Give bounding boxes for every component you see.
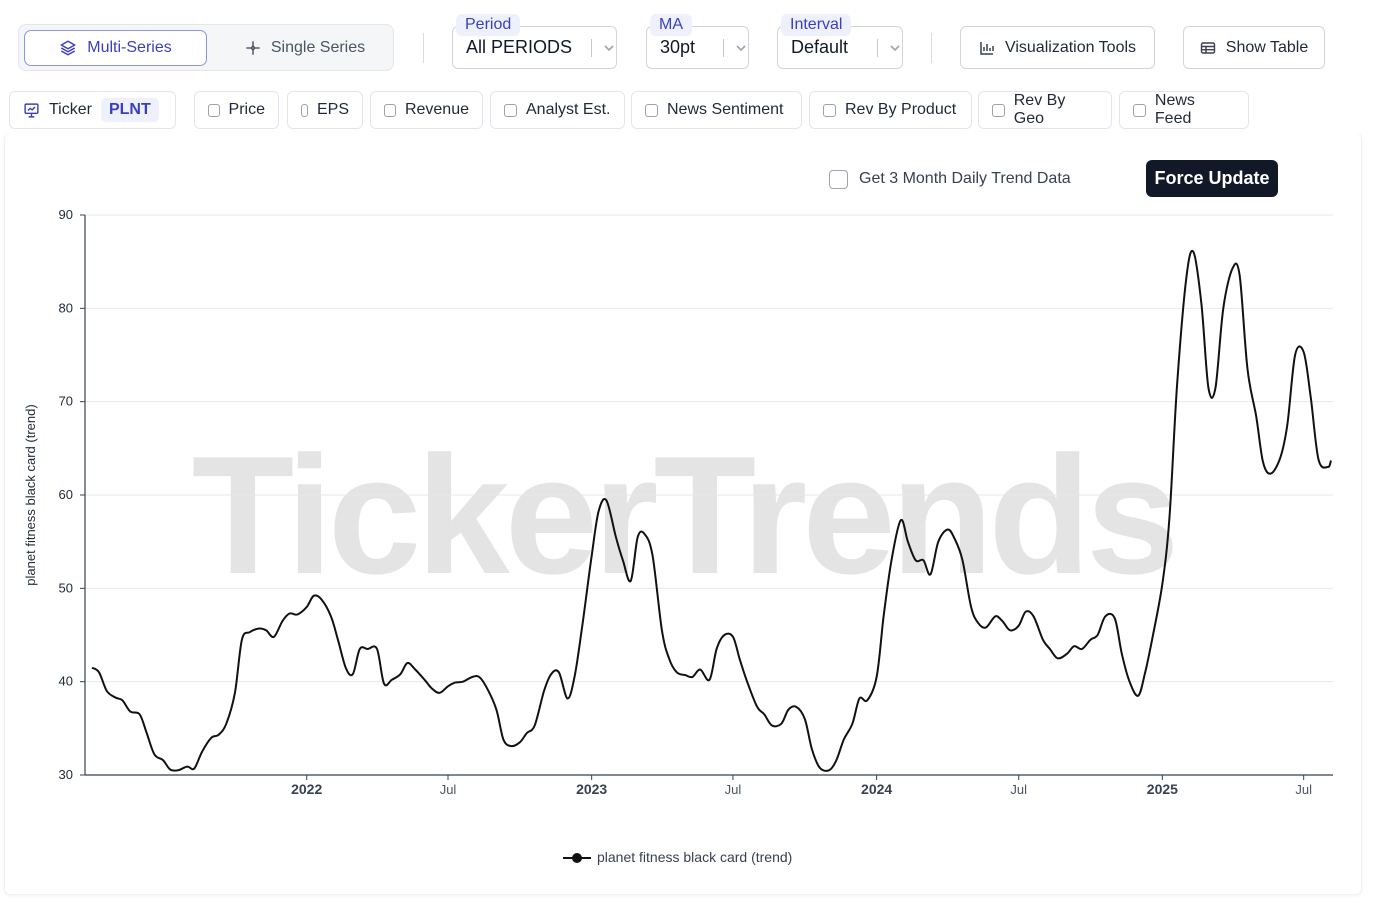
- y-axis-ticks: 30 40 50 60 70 80 90: [59, 207, 85, 782]
- x-tick-label: 2023: [576, 781, 607, 797]
- table-icon: [1200, 41, 1215, 54]
- toggle-label: Rev By Product: [845, 101, 957, 118]
- period-label: Period: [456, 14, 521, 36]
- x-tick-label: Jul: [725, 782, 742, 797]
- toggle-eps[interactable]: EPS: [287, 91, 363, 129]
- period-value: All PERIODS: [466, 37, 573, 57]
- x-tick-label: 2024: [861, 781, 892, 797]
- multi-series-button[interactable]: Multi-Series: [24, 30, 207, 66]
- y-tick-label: 80: [59, 300, 73, 315]
- layers-icon: [60, 40, 76, 56]
- y-axis-label: planet fitness black card (trend): [23, 404, 38, 585]
- show-table-button[interactable]: Show Table: [1183, 26, 1325, 69]
- multi-series-label: Multi-Series: [87, 39, 172, 56]
- gridlines: [85, 214, 1333, 683]
- x-tick-label: Jul: [1010, 782, 1027, 797]
- ticker-chip[interactable]: Ticker PLNT: [9, 91, 176, 129]
- toggle-label: Price: [228, 101, 265, 118]
- checkbox[interactable]: [208, 103, 220, 117]
- checkbox[interactable]: [1133, 103, 1146, 117]
- legend-label: planet fitness black card (trend): [597, 849, 792, 865]
- checkbox[interactable]: [992, 103, 1005, 117]
- ticker-symbol-badge: PLNT: [100, 98, 159, 122]
- y-tick-label: 70: [59, 394, 73, 409]
- y-tick-label: 90: [59, 207, 73, 222]
- toolbar-divider: [931, 33, 932, 63]
- x-axis-ticks: 2022 Jul 2023 Jul 2024 Jul 2025 Jul: [291, 775, 1312, 797]
- checkbox[interactable]: [823, 103, 836, 117]
- y-tick-label: 40: [59, 674, 73, 689]
- x-tick-label: 2025: [1147, 781, 1178, 797]
- toggle-rev-by-product[interactable]: Rev By Product: [809, 91, 972, 129]
- toggle-news-sentiment[interactable]: News Sentiment: [631, 91, 802, 129]
- x-tick-label: Jul: [1295, 782, 1312, 797]
- crosshair-icon: [246, 41, 260, 55]
- force-update-button[interactable]: Force Update: [1146, 160, 1278, 197]
- toggle-label: Revenue: [404, 101, 469, 118]
- y-tick-label: 30: [59, 767, 73, 782]
- legend[interactable]: planet fitness black card (trend): [563, 849, 792, 865]
- toggle-analyst-est[interactable]: Analyst Est.: [490, 91, 625, 129]
- checkbox[interactable]: [384, 103, 396, 117]
- checkbox[interactable]: [301, 103, 308, 117]
- ma-value: 30pt: [660, 37, 696, 57]
- x-tick-label: Jul: [440, 782, 457, 797]
- interval-value: Default: [791, 37, 849, 57]
- daily-trend-label: Get 3 Month Daily Trend Data: [859, 170, 1071, 187]
- ticker-label: Ticker: [49, 101, 92, 118]
- daily-trend-checkbox[interactable]: [829, 169, 848, 189]
- x-tick-label: 2022: [291, 781, 322, 797]
- checkbox[interactable]: [504, 103, 517, 117]
- toggle-label: Rev By Geo: [1013, 92, 1066, 127]
- legend-marker: [572, 853, 582, 863]
- chart-mode-switch: Multi-Series Single Series: [18, 24, 394, 71]
- chevron-down-icon: [890, 44, 900, 51]
- visualization-tools-label: Visualization Tools: [1004, 38, 1137, 56]
- toggle-news-feed[interactable]: News Feed: [1119, 91, 1249, 129]
- toggle-label: EPS: [316, 101, 349, 118]
- toolbar-divider: [423, 33, 424, 63]
- y-tick-label: 50: [59, 580, 73, 595]
- chevron-down-icon: [604, 44, 614, 51]
- single-series-button[interactable]: Single Series: [221, 30, 389, 66]
- chart-card: [4, 133, 1362, 895]
- watermark: TickerTrends: [192, 421, 1175, 609]
- interval-label: Interval: [781, 14, 852, 36]
- chevron-down-icon: [736, 44, 746, 51]
- single-series-label: Single Series: [270, 39, 366, 56]
- presentation-chart-icon: [24, 102, 39, 118]
- toggle-label: News Feed: [1154, 92, 1195, 127]
- series-line: [91, 249, 1332, 772]
- toggle-price[interactable]: Price: [194, 91, 279, 129]
- y-tick-label: 60: [59, 487, 73, 502]
- toggle-rev-by-geo[interactable]: Rev By Geo: [978, 91, 1112, 129]
- toggle-revenue[interactable]: Revenue: [370, 91, 483, 129]
- toggle-label: Analyst Est.: [526, 101, 611, 118]
- visualization-tools-button[interactable]: Visualization Tools: [960, 26, 1155, 69]
- bar-chart-icon: [980, 41, 994, 55]
- toggle-label: News Sentiment: [667, 101, 784, 118]
- daily-trend-checkbox-row[interactable]: Get 3 Month Daily Trend Data: [829, 169, 1071, 189]
- show-table-label: Show Table: [1225, 38, 1309, 56]
- checkbox[interactable]: [645, 103, 658, 117]
- ma-label: MA: [650, 14, 692, 36]
